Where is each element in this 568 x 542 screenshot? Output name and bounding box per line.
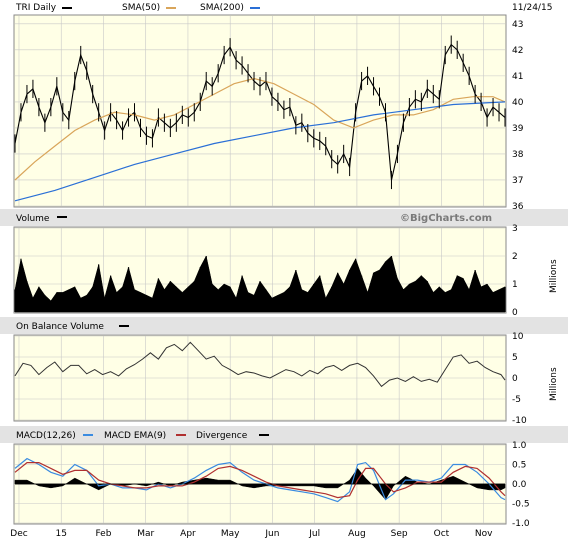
x-tick-label: Nov — [475, 529, 493, 539]
macd-ema-swatch — [176, 434, 186, 436]
x-tick-label: Jun — [264, 529, 279, 539]
macd-y-tick-label: 0.0 — [512, 480, 527, 490]
sma50-line — [14, 77, 506, 181]
obv-y-tick-label: 5 — [512, 353, 518, 363]
volume-y-tick-label: 1 — [512, 280, 518, 290]
obv-line — [14, 341, 506, 388]
symbol-label: TRI Daily — [16, 3, 57, 13]
x-tick-label: Oct — [434, 529, 450, 539]
chart-date: 11/24/15 — [512, 3, 553, 13]
macd-label: MACD(12,26) — [16, 431, 76, 441]
obv-unit-label: Millions — [549, 367, 559, 401]
volume-label: Volume — [16, 214, 50, 224]
price-y-tick-label: 37 — [512, 176, 523, 186]
sma200-swatch — [249, 6, 260, 9]
volume-unit-label: Millions — [549, 259, 559, 293]
sma50-swatch — [165, 6, 176, 9]
x-tick-label: May — [221, 529, 240, 539]
price-y-tick-label: 36 — [512, 202, 524, 212]
x-tick-label: Mar — [137, 529, 154, 539]
obv-y-tick-label: -10 — [512, 416, 527, 426]
macd-y-tick-label: -0.5 — [512, 500, 530, 510]
volume-header-bar — [0, 209, 568, 226]
symbol-legend: TRI Daily — [16, 3, 72, 13]
price-y-tick-label: 40 — [512, 98, 524, 108]
macd-header-bar — [0, 426, 568, 443]
volume-y-tick-label: 0 — [512, 308, 518, 318]
price-y-tick-label: 43 — [512, 20, 523, 30]
x-tick-label: Feb — [95, 529, 111, 539]
sma50-label: SMA(50) — [122, 3, 161, 13]
obv-label: On Balance Volume — [16, 322, 104, 332]
x-tick-label: Jul — [308, 529, 320, 539]
price-line-swatch — [61, 6, 72, 9]
macd-y-tick-label: 0.5 — [512, 461, 526, 471]
price-panel — [13, 14, 507, 208]
price-y-tick-label: 39 — [512, 124, 524, 134]
sma200-label: SMA(200) — [200, 3, 244, 13]
sma200-legend: SMA(200) — [200, 3, 260, 13]
x-tick-label: Aug — [348, 529, 366, 539]
x-tick-label: 15 — [55, 529, 66, 539]
x-tick-label: Apr — [180, 529, 196, 539]
price-y-tick-label: 38 — [512, 150, 524, 160]
price-y-tick-label: 42 — [512, 46, 523, 56]
obv-y-tick-label: 10 — [512, 332, 524, 342]
obv-swatch — [119, 325, 129, 327]
macd-y-tick-label: 1.0 — [512, 441, 527, 451]
x-tick-label: Sep — [391, 529, 408, 539]
obv-y-tick-label: 0 — [512, 374, 518, 384]
divergence-label: Divergence — [196, 431, 248, 441]
volume-y-tick-label: 2 — [512, 252, 518, 262]
divergence-swatch — [259, 434, 269, 436]
macd-swatch — [83, 434, 93, 436]
price-y-tick-label: 41 — [512, 72, 523, 82]
volume-swatch — [57, 216, 67, 218]
macd-ema-label: MACD EMA(9) — [104, 431, 166, 441]
obv-header-bar — [0, 317, 568, 334]
volume-y-tick-label: 3 — [512, 224, 518, 234]
sma50-legend: SMA(50) — [122, 3, 176, 13]
obv-y-tick-label: -5 — [512, 395, 521, 405]
x-tick-label: Dec — [10, 529, 27, 539]
macd-y-tick-label: -1.0 — [512, 519, 530, 529]
bigcharts-watermark: ©BigCharts.com — [400, 213, 492, 224]
sma200-line — [14, 101, 506, 202]
